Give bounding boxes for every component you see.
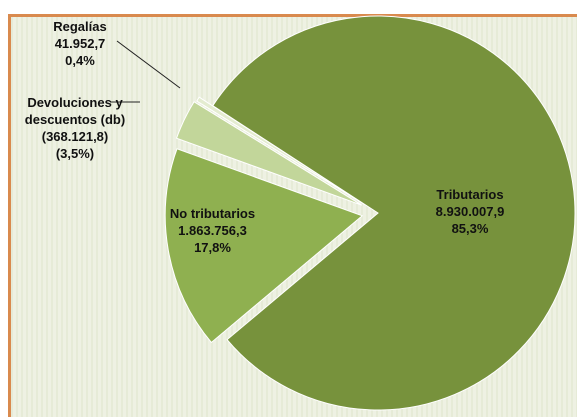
value-label: 85,3% bbox=[451, 221, 489, 236]
value-label: 41.952,7 bbox=[54, 36, 106, 51]
category-label: Regalías bbox=[53, 19, 107, 34]
value-label: (368.121,8) bbox=[41, 129, 109, 144]
slice-label: No tributarios 1.863.756,3 17,8% bbox=[150, 205, 275, 256]
pie-slice bbox=[196, 96, 365, 205]
slice-label: Devoluciones y descuentos (db) (368.121,8… bbox=[0, 94, 150, 162]
category-label: Tributarios bbox=[436, 187, 504, 202]
leader-line bbox=[116, 40, 181, 89]
pie-slice bbox=[212, 15, 576, 411]
value-label: 1.863.756,3 bbox=[178, 223, 247, 238]
slice-label: Regalías 41.952,7 0,4% bbox=[30, 18, 130, 69]
category-label: Devoluciones y descuentos (db) bbox=[24, 95, 126, 127]
value-label: (3,5%) bbox=[55, 146, 95, 161]
slice-label: Tributarios 8.930.007,9 85,3% bbox=[415, 186, 525, 237]
category-label: No tributarios bbox=[169, 206, 256, 221]
pie-slice bbox=[164, 148, 364, 344]
value-label: 8.930.007,9 bbox=[435, 204, 505, 219]
value-label: 0,4% bbox=[65, 53, 95, 68]
pie-slice bbox=[175, 101, 363, 206]
value-label: 17,8% bbox=[194, 240, 231, 255]
